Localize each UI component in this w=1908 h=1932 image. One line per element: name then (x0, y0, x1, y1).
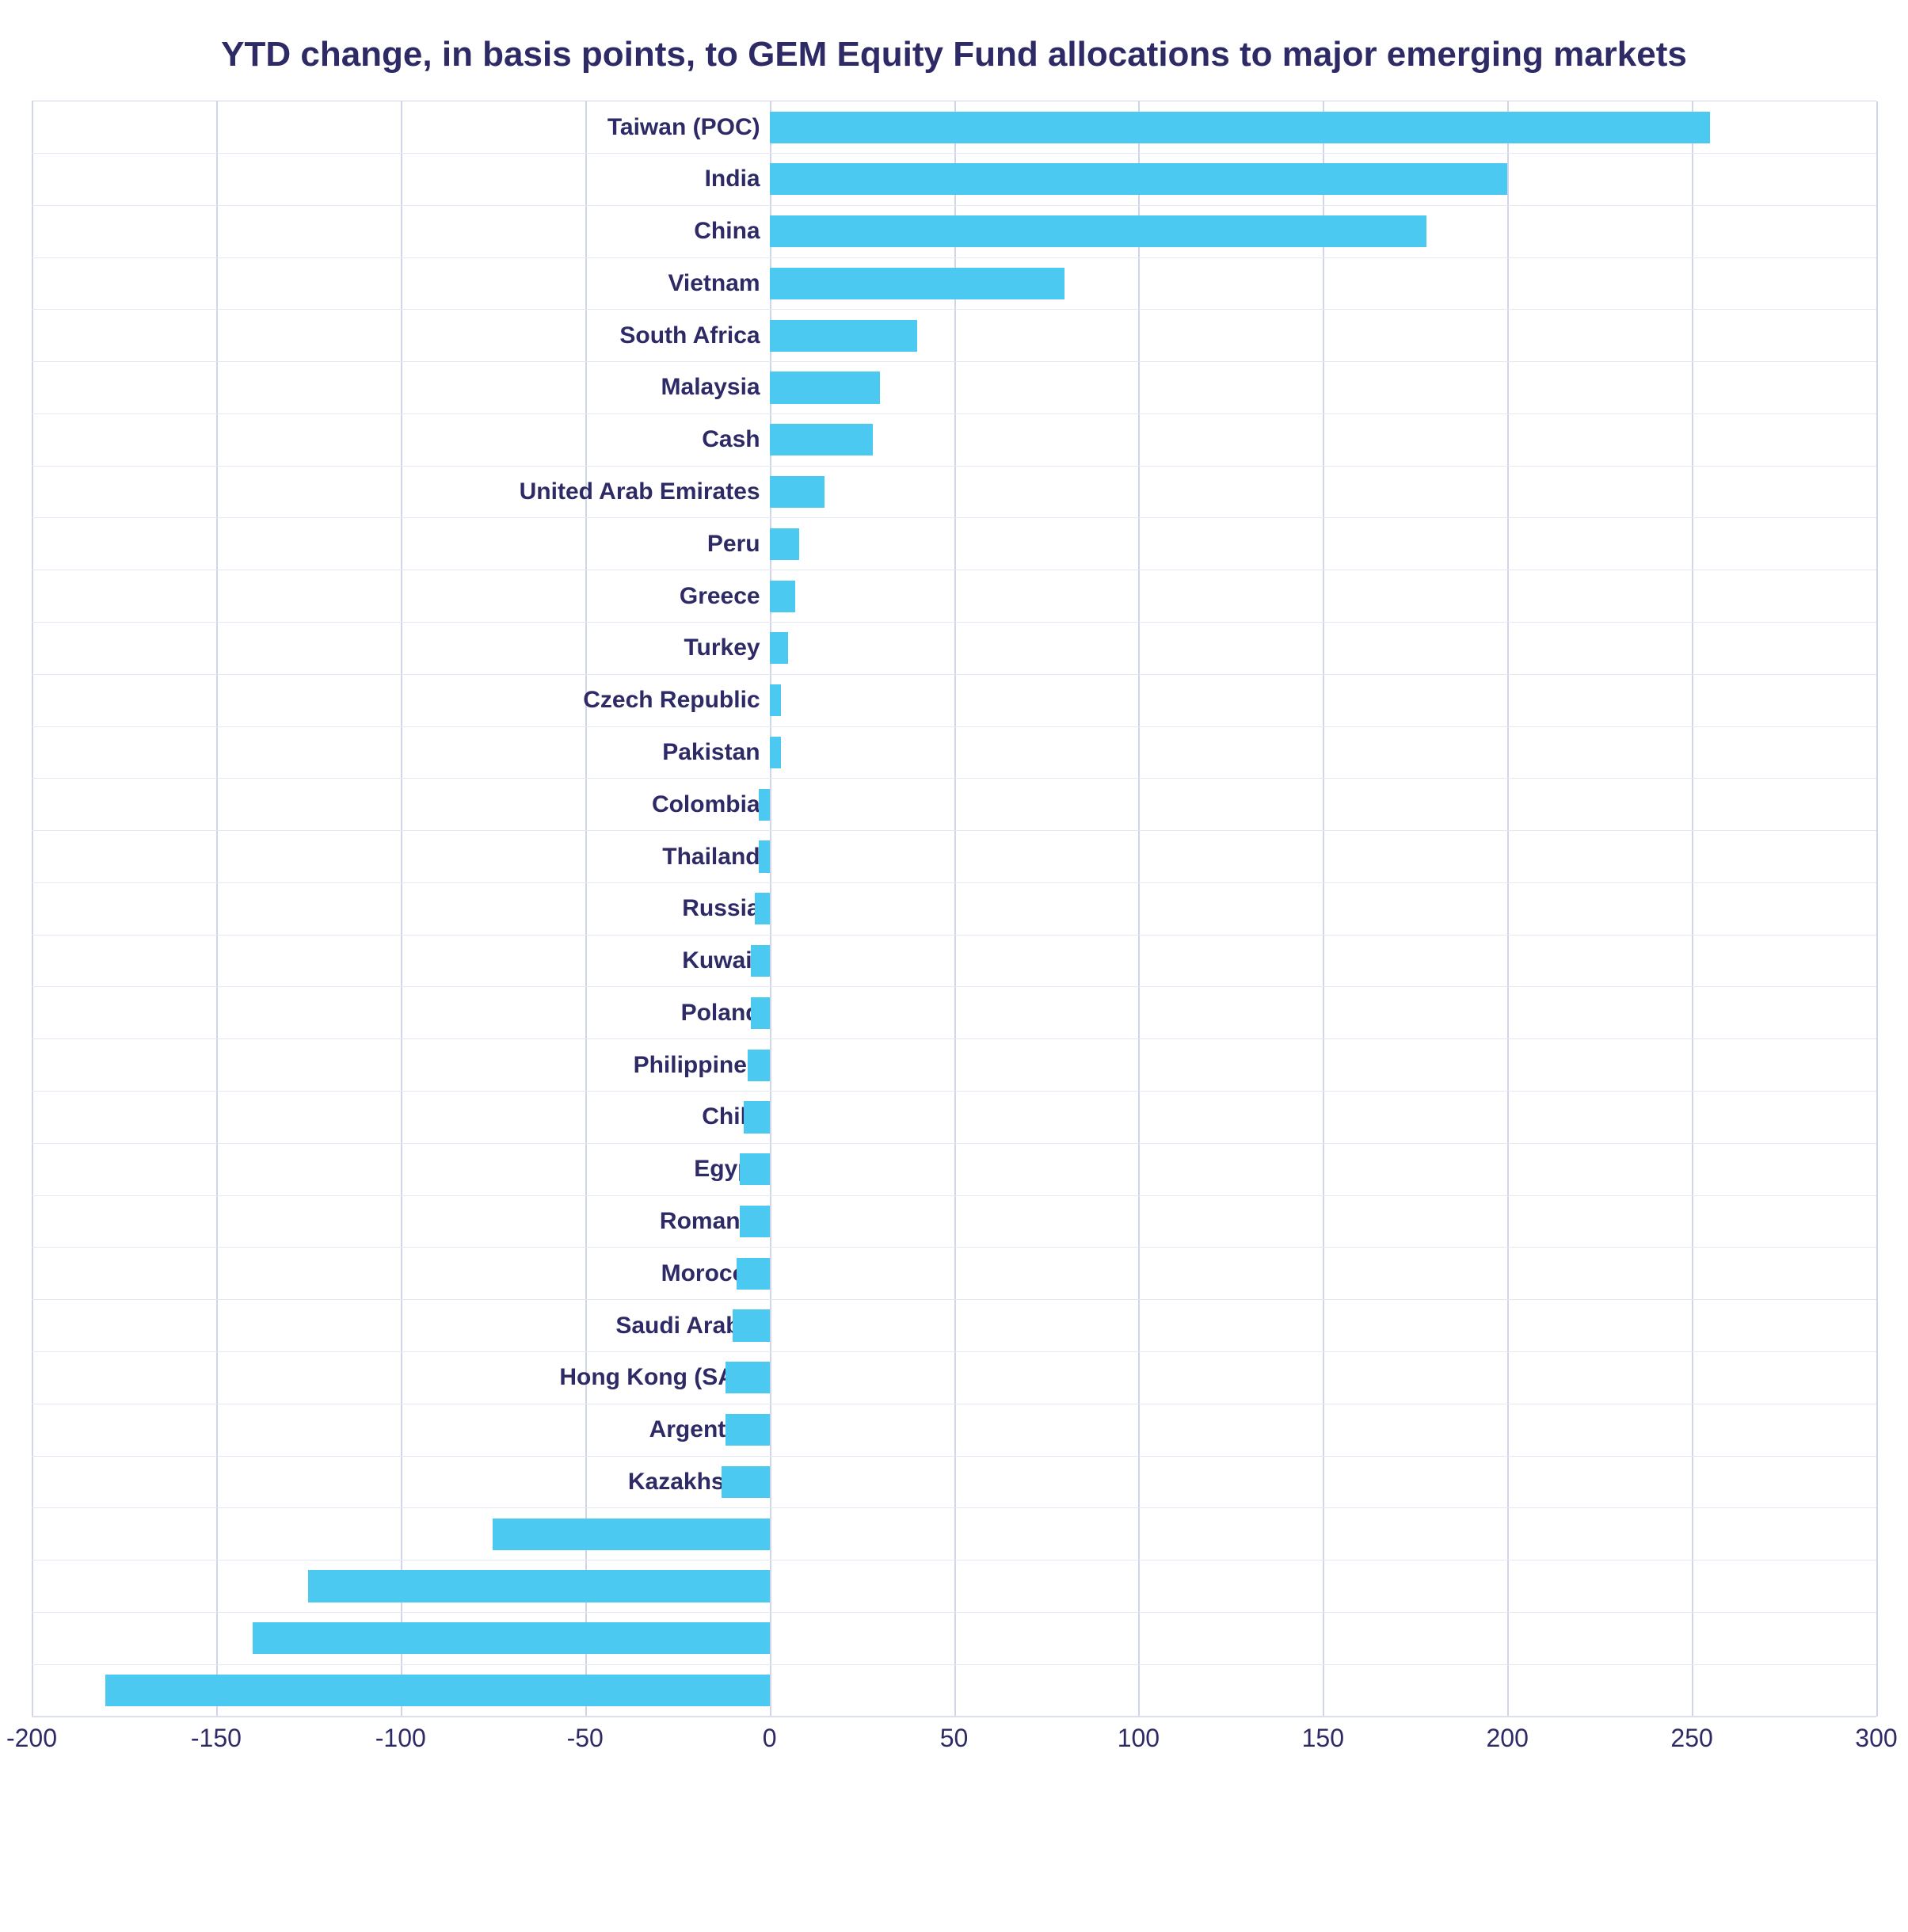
bar-row: Kuwait (32, 936, 1876, 988)
x-tick-label: 50 (940, 1724, 969, 1753)
bar-row: Romania (32, 1196, 1876, 1248)
bar-label: Turkey (684, 634, 769, 661)
chart-container: YTD change, in basis points, to GEM Equi… (32, 32, 1876, 1764)
bar (748, 1050, 770, 1081)
x-tick-label: 150 (1302, 1724, 1344, 1753)
bar (733, 1309, 770, 1341)
bar (493, 1519, 769, 1550)
x-tick-label: 100 (1118, 1724, 1160, 1753)
chart-title: YTD change, in basis points, to GEM Equi… (32, 32, 1876, 77)
x-tick-label: 300 (1855, 1724, 1897, 1753)
bar (770, 372, 881, 403)
bar (770, 112, 1711, 143)
bar (770, 581, 796, 612)
bar (770, 528, 799, 560)
bar-row: Vietnam (32, 258, 1876, 311)
bar-row: Russia (32, 883, 1876, 936)
bar (770, 268, 1065, 299)
bar (722, 1466, 770, 1498)
bar-row: Cash (32, 414, 1876, 467)
bar (770, 424, 873, 455)
bar-label: Czech Republic (583, 687, 769, 714)
bars-region: Taiwan (POC) India China Vietnam South Afric… (32, 101, 1876, 1717)
bar-label: Vietnam (668, 270, 769, 297)
bar (770, 163, 1508, 195)
bar-row: Korea (32, 1665, 1876, 1717)
x-tick-label: -150 (191, 1724, 242, 1753)
bar-row: Czech Republic (32, 675, 1876, 727)
bar (770, 476, 825, 508)
bar-row: Turkey (32, 623, 1876, 675)
x-tick-label: -200 (6, 1724, 57, 1753)
bar-row: Saudi Arabia (32, 1300, 1876, 1352)
gridline (1876, 101, 1878, 1717)
bar-row: Hong Kong (SAR) (32, 1352, 1876, 1404)
x-tick-label: 200 (1486, 1724, 1528, 1753)
bar-row: Egypt (32, 1144, 1876, 1196)
bar-row: Chile (32, 1092, 1876, 1144)
bar-row: Kazakhstan (32, 1457, 1876, 1509)
bar-label: Malaysia (661, 374, 770, 401)
bar (759, 789, 770, 821)
bar-row: Malaysia (32, 362, 1876, 414)
bar-row: Greece (32, 570, 1876, 623)
bar (740, 1153, 769, 1185)
bar-row: Peru (32, 518, 1876, 570)
x-tick-label: 0 (763, 1724, 777, 1753)
bar-label: Colombia (652, 791, 770, 818)
bar (253, 1622, 769, 1654)
bar-row: Indonesia (32, 1508, 1876, 1560)
bar-row: Philippines (32, 1039, 1876, 1092)
bar-row: United Arab Emirates (32, 467, 1876, 519)
bar (308, 1570, 769, 1602)
bar (105, 1675, 769, 1706)
bar (737, 1258, 770, 1290)
bar (744, 1101, 770, 1133)
bar (751, 997, 769, 1029)
x-tick-label: -100 (375, 1724, 426, 1753)
bar-row: South Africa (32, 310, 1876, 362)
bar-label: Pakistan (662, 739, 769, 766)
bar (770, 215, 1426, 247)
bar (740, 1206, 769, 1237)
bar (725, 1414, 770, 1446)
x-axis: -200-150-100-50050100150200250300 (32, 1717, 1876, 1764)
bar (770, 632, 788, 664)
bar-row: Pakistan (32, 727, 1876, 779)
bar-label: Taiwan (POC) (607, 114, 770, 141)
bar-label: India (705, 166, 770, 192)
bar (770, 320, 917, 352)
bar-row: Argentina (32, 1404, 1876, 1457)
plot-area: Taiwan (POC) India China Vietnam South Afric… (32, 101, 1876, 1764)
bar-label: Cash (702, 426, 769, 453)
bar (770, 684, 781, 716)
bar-label: United Arab Emirates (520, 478, 770, 505)
bar-label: Thailand (662, 844, 769, 871)
bar (725, 1362, 770, 1393)
bar-label: Greece (680, 583, 770, 610)
bar (770, 737, 781, 768)
bar-row: Taiwan (POC) (32, 101, 1876, 154)
bar (759, 840, 770, 872)
x-tick-label: -50 (567, 1724, 604, 1753)
bar-row: Mexico (32, 1560, 1876, 1613)
bar-row: Colombia (32, 779, 1876, 831)
bar-label: Peru (707, 531, 770, 558)
bar-row: China (32, 206, 1876, 258)
bar-row: Poland (32, 987, 1876, 1039)
bar-row: India (32, 154, 1876, 206)
bar-row: Brazil (32, 1613, 1876, 1665)
bar-label: China (694, 218, 769, 245)
bar-row: Morocco (32, 1248, 1876, 1300)
bar (755, 893, 770, 924)
bar (751, 945, 769, 977)
bar-row: Thailand (32, 831, 1876, 883)
bar-label: South Africa (619, 322, 769, 349)
x-tick-label: 250 (1670, 1724, 1712, 1753)
